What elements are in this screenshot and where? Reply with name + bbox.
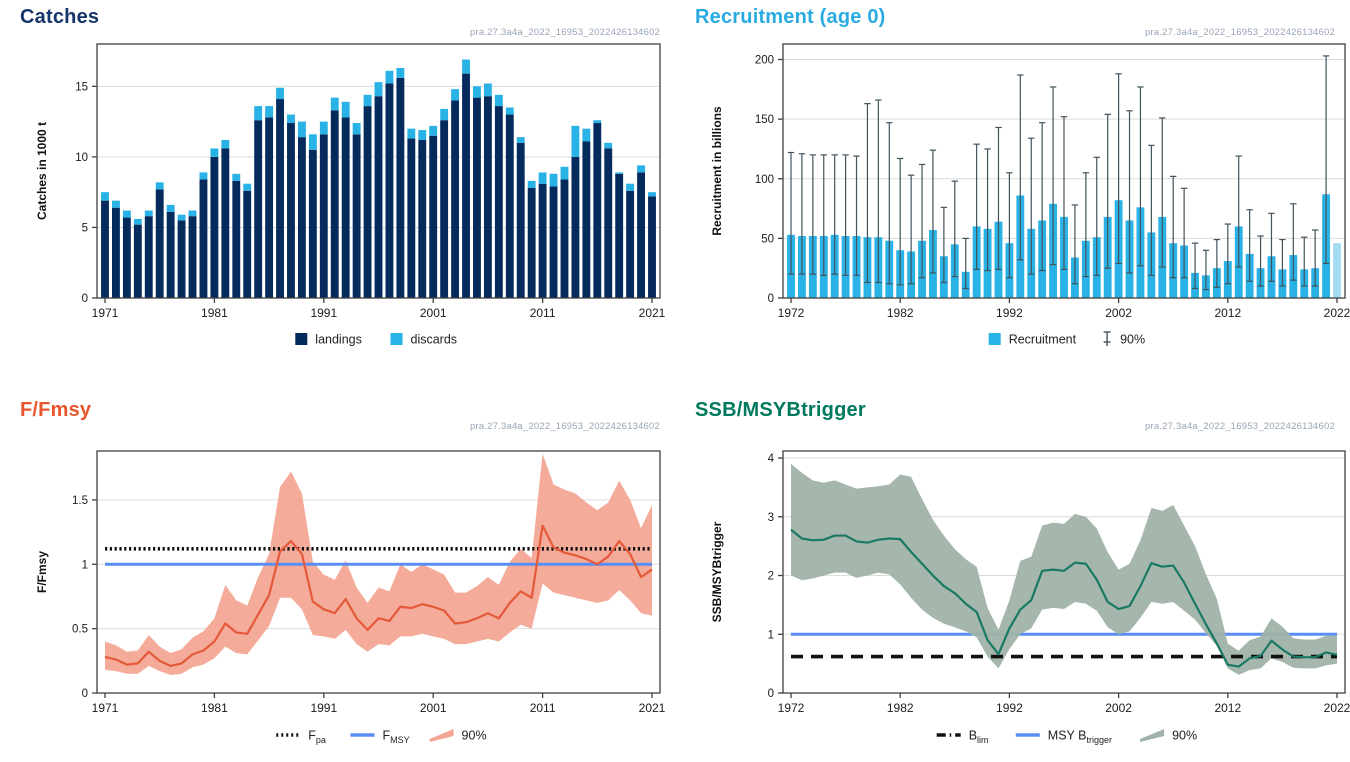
svg-text:10: 10 — [75, 152, 88, 164]
y-axis-title: Catches in 1000 t — [35, 122, 49, 220]
y-axis: 0 0.5 1 1.5 — [72, 495, 97, 700]
svg-text:discards: discards — [411, 332, 458, 346]
confidence-band — [791, 463, 1337, 675]
svg-text:90%: 90% — [1120, 332, 1145, 346]
legend: Recruitment 90% — [988, 331, 1145, 346]
svg-text:1: 1 — [768, 629, 774, 641]
catches-title: Catches — [20, 6, 100, 28]
svg-text:1981: 1981 — [201, 701, 228, 715]
median-line — [790, 528, 1338, 668]
svg-text:Blim: Blim — [969, 728, 989, 745]
svg-text:15: 15 — [75, 81, 88, 93]
ffmsy-panel: F/Fmsy pra.27.3a4a_2022_16953_2022426134… — [0, 381, 675, 762]
y-axis-title: Recruitment in billions — [710, 106, 724, 236]
svg-text:MSY Btrigger: MSY Btrigger — [1048, 728, 1112, 745]
whiskers — [787, 55, 1330, 291]
median-line — [104, 524, 653, 668]
ssb-title: SSB/MSYBtrigger — [695, 399, 866, 421]
ssb-chart: 0 1 2 3 4 1972 1982 1992 2002 2012 2022 SSB/MSYBtri… — [710, 450, 1350, 745]
legend: landings discards — [295, 332, 457, 346]
legend: Fpa FMSY 90% — [276, 728, 487, 745]
svg-text:200: 200 — [755, 55, 774, 67]
svg-text:0.5: 0.5 — [72, 624, 88, 636]
svg-text:0: 0 — [82, 293, 88, 305]
svg-text:150: 150 — [755, 114, 774, 126]
x-axis: 1972 1982 1992 2002 2012 2022 — [778, 693, 1350, 715]
svg-text:2012: 2012 — [1214, 701, 1241, 715]
watermark: pra.27.3a4a_2022_16953_2022426134602 — [1145, 421, 1335, 432]
catches-chart: 0 5 10 15 1971 1981 1991 2001 2011 2021 Catches in… — [35, 43, 666, 346]
plot-border — [96, 450, 661, 694]
svg-text:1991: 1991 — [310, 306, 337, 320]
watermark: pra.27.3a4a_2022_16953_2022426134602 — [470, 27, 660, 38]
svg-text:Recruitment: Recruitment — [1009, 332, 1077, 346]
svg-text:1: 1 — [82, 559, 88, 571]
svg-text:2011: 2011 — [530, 306, 556, 320]
svg-text:1991: 1991 — [310, 701, 337, 715]
svg-text:2022: 2022 — [1324, 306, 1350, 320]
svg-text:1.5: 1.5 — [72, 495, 88, 507]
svg-text:1972: 1972 — [778, 306, 805, 320]
y-axis-title: F/Fmsy — [35, 551, 49, 593]
x-axis: 1971 1981 1991 2001 2011 2021 — [92, 693, 666, 715]
recruitment-chart: 0 50 100 150 200 1972 1982 1992 2002 2012 2022 Recr… — [710, 43, 1350, 346]
y-axis: 0 50 100 150 200 — [755, 55, 783, 305]
ssb-panel: SSB/MSYBtrigger pra.27.3a4a_2022_16953_2… — [675, 381, 1350, 762]
svg-text:2022: 2022 — [1324, 701, 1350, 715]
ffmsy-title: F/Fmsy — [20, 399, 92, 421]
svg-text:landings: landings — [315, 332, 362, 346]
svg-text:1971: 1971 — [92, 701, 119, 715]
svg-text:1992: 1992 — [996, 306, 1023, 320]
ref-lines — [105, 547, 652, 566]
svg-text:1982: 1982 — [887, 701, 914, 715]
svg-text:2001: 2001 — [420, 306, 447, 320]
svg-text:2021: 2021 — [639, 306, 666, 320]
svg-text:1972: 1972 — [778, 701, 805, 715]
svg-text:4: 4 — [768, 453, 775, 465]
svg-text:2021: 2021 — [639, 701, 666, 715]
confidence-band — [105, 453, 652, 675]
svg-text:3: 3 — [768, 512, 774, 524]
y-axis-title: SSB/MSYBtrigger — [710, 521, 724, 622]
svg-text:1971: 1971 — [92, 306, 119, 320]
svg-text:Fpa: Fpa — [308, 728, 326, 745]
svg-text:90%: 90% — [462, 728, 487, 742]
x-axis: 1971 1981 1991 2001 2011 2021 — [92, 298, 666, 320]
svg-text:2012: 2012 — [1214, 306, 1241, 320]
svg-text:2002: 2002 — [1105, 306, 1132, 320]
svg-text:2011: 2011 — [530, 701, 556, 715]
y-axis: 0 5 10 15 — [75, 81, 97, 305]
recruitment-panel: Recruitment (age 0) pra.27.3a4a_2022_169… — [675, 0, 1350, 381]
svg-text:0: 0 — [768, 688, 774, 700]
ffmsy-chart: 0 0.5 1 1.5 1971 1981 1991 2001 2011 2021 F/Fmsy Fp… — [35, 450, 666, 745]
svg-text:1982: 1982 — [887, 306, 914, 320]
svg-text:2002: 2002 — [1105, 701, 1132, 715]
svg-text:1981: 1981 — [201, 306, 228, 320]
svg-text:100: 100 — [755, 174, 774, 186]
bars — [101, 59, 656, 299]
svg-text:FMSY: FMSY — [382, 728, 409, 745]
svg-text:50: 50 — [761, 233, 774, 245]
recruitment-title: Recruitment (age 0) — [695, 6, 886, 28]
svg-text:1992: 1992 — [996, 701, 1023, 715]
plot-border — [782, 450, 1346, 694]
svg-text:90%: 90% — [1172, 728, 1197, 742]
plot-border — [96, 43, 661, 299]
legend: Blim MSY Btrigger 90% — [936, 728, 1197, 745]
x-axis: 1972 1982 1992 2002 2012 2022 — [778, 298, 1350, 320]
y-axis: 0 1 2 3 4 — [768, 453, 783, 700]
svg-text:2: 2 — [768, 571, 774, 583]
plot-border — [782, 43, 1346, 299]
watermark: pra.27.3a4a_2022_16953_2022426134602 — [470, 421, 660, 432]
svg-text:2001: 2001 — [420, 701, 447, 715]
catches-panel: Catches pra.27.3a4a_2022_16953_202242613… — [0, 0, 675, 381]
svg-text:0: 0 — [768, 293, 774, 305]
svg-text:5: 5 — [82, 222, 88, 234]
svg-text:0: 0 — [82, 688, 88, 700]
watermark: pra.27.3a4a_2022_16953_2022426134602 — [1145, 27, 1335, 38]
